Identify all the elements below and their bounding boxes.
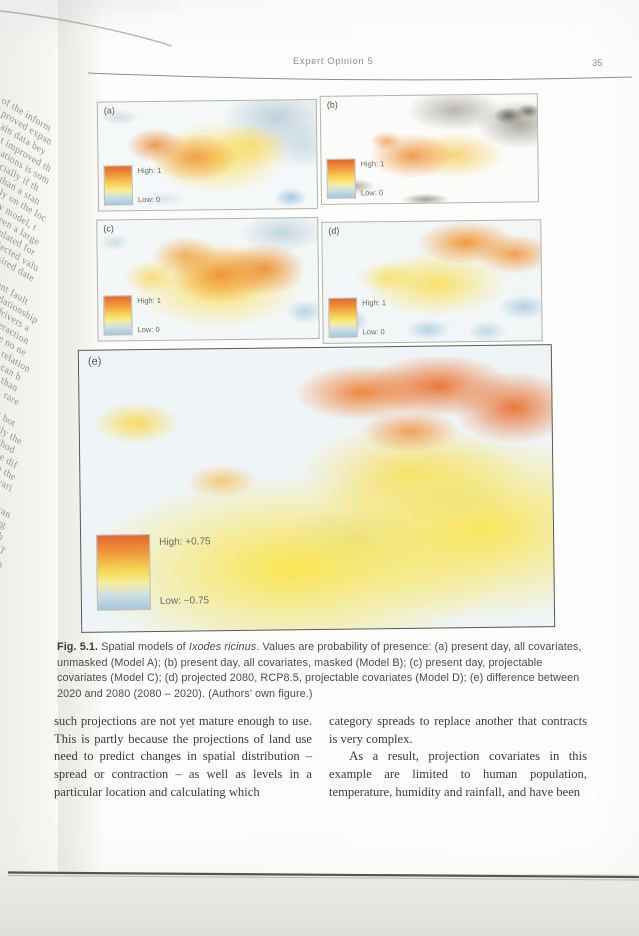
legend-high-label: High: 1: [362, 298, 387, 308]
figure-caption-species: Ixodes ricinus: [188, 641, 257, 653]
figure-caption: Fig. 5.1. Spatial models of Ixodes ricin…: [57, 640, 585, 703]
map-panel-d: (d) High: 1 Low: 0: [321, 219, 543, 344]
legend-low-label: Low: 0: [137, 194, 161, 205]
legend-low-label: Low: 0: [360, 188, 384, 198]
map-panel-a: (a) High: 1 Low: 0: [96, 98, 319, 212]
legend-high-label: High: 1: [360, 159, 385, 169]
desk-surface: [0, 874, 639, 936]
figure-caption-rest: . Values are probability of presence: (a…: [57, 641, 582, 700]
legend-gradient-swatch: [328, 297, 358, 338]
adjacent-page-text: of the inform proved expan ain data bey t i…: [0, 0, 78, 600]
adjacent-page-text-fragment: e. T: [0, 539, 8, 559]
body-right-paragraph-2: As a result, projection covariates in th…: [329, 749, 587, 799]
legend-high-label: High: +0.75: [159, 536, 211, 548]
legend-a: High: 1 Low: 0: [103, 165, 162, 206]
legend-high-label: High: 1: [137, 165, 162, 176]
running-title: Expert Opinion 5: [293, 56, 374, 67]
legend-d: High: 1 Low: 0: [328, 297, 386, 338]
map-panel-c: (c) High: 1 Low: 0: [96, 216, 320, 342]
legend-e: High: +0.75 Low: −0.75: [96, 533, 211, 611]
panel-label-c: (c): [103, 223, 114, 234]
page-number: 35: [592, 58, 603, 69]
running-header: Expert Opinion 5 35: [0, 56, 639, 72]
legend-gradient-swatch: [96, 534, 151, 611]
figure-caption-intro: Spatial models of: [98, 641, 189, 653]
figure-caption-label: Fig. 5.1.: [57, 641, 99, 653]
book-page: of the inform proved expan ain data bey t i…: [0, 0, 639, 881]
map-panel-e: (e) High: +0.75 Low: −0.75: [77, 344, 556, 633]
figure-5-1: (a) High: 1 Low: 0 (b) High: 1 Low: 0: [72, 89, 561, 641]
body-text: such projections are not yet mature enou…: [54, 713, 588, 801]
panel-label-e: (e): [87, 355, 102, 368]
panel-label-d: (d): [328, 225, 340, 236]
legend-b: High: 1 Low: 0: [326, 158, 384, 199]
legend-high-label: High: 1: [137, 295, 162, 306]
body-right-paragraph-1: category spreads to replace another that…: [329, 714, 587, 746]
map-panel-b: (b) High: 1 Low: 0: [319, 93, 540, 205]
legend-c: High: 1 Low: 0: [103, 295, 161, 336]
header-rule: [87, 72, 633, 81]
legend-gradient-swatch: [103, 295, 133, 336]
legend-low-label: Low: 0: [137, 324, 160, 335]
legend-low-label: Low: 0: [362, 327, 385, 337]
legend-low-label: Low: −0.75: [159, 595, 210, 607]
body-left-column: such projections are not yet mature enou…: [54, 714, 312, 799]
legend-gradient-swatch: [103, 165, 134, 206]
legend-gradient-swatch: [326, 158, 356, 199]
panel-label-a: (a): [103, 105, 115, 116]
panel-label-b: (b): [326, 99, 338, 110]
